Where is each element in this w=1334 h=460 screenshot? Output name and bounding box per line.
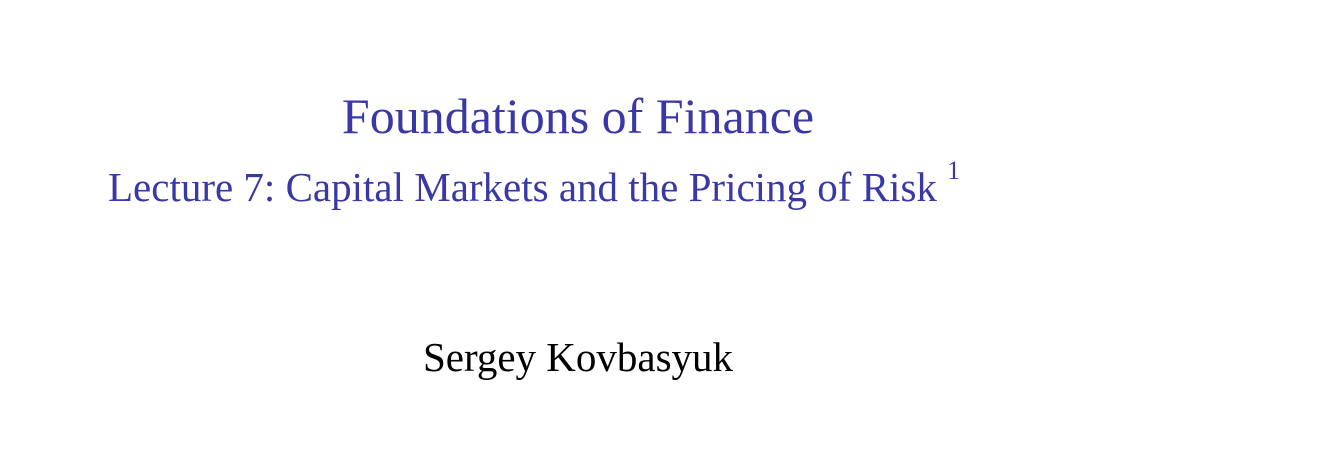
slide-subtitle: Lecture 7: Capital Markets and the Prici…	[108, 158, 960, 214]
slide-title: Foundations of Finance	[341, 88, 815, 144]
subtitle-text: Lecture 7: Capital Markets and the Prici…	[108, 164, 948, 210]
footnote-marker: 1	[947, 156, 961, 185]
author-name: Sergey Kovbasyuk	[422, 334, 734, 380]
